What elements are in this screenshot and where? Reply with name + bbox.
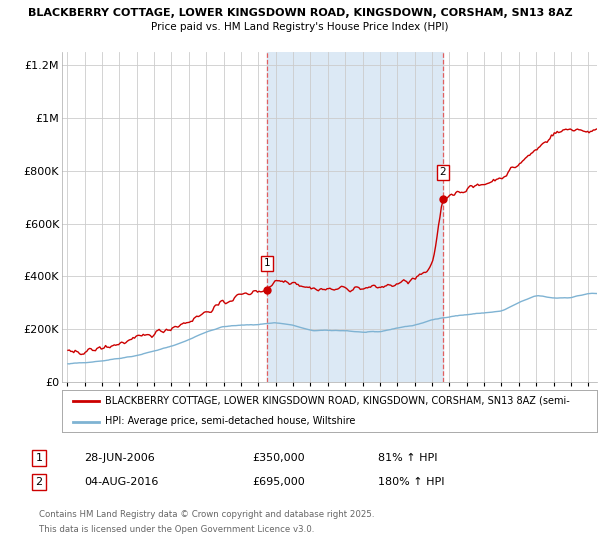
Bar xyxy=(267,52,443,382)
Text: HPI: Average price, semi-detached house, Wiltshire: HPI: Average price, semi-detached house,… xyxy=(105,417,355,427)
Text: 04-AUG-2016: 04-AUG-2016 xyxy=(84,477,158,487)
Text: 28-JUN-2006: 28-JUN-2006 xyxy=(84,453,155,463)
Text: 180% ↑ HPI: 180% ↑ HPI xyxy=(378,477,445,487)
Text: 2: 2 xyxy=(35,477,43,487)
Text: This data is licensed under the Open Government Licence v3.0.: This data is licensed under the Open Gov… xyxy=(39,525,314,534)
Text: 1: 1 xyxy=(35,453,43,463)
Text: 1: 1 xyxy=(263,258,270,268)
Text: 81% ↑ HPI: 81% ↑ HPI xyxy=(378,453,437,463)
Text: £695,000: £695,000 xyxy=(252,477,305,487)
Text: 2: 2 xyxy=(439,167,446,177)
Text: Contains HM Land Registry data © Crown copyright and database right 2025.: Contains HM Land Registry data © Crown c… xyxy=(39,510,374,519)
Text: BLACKBERRY COTTAGE, LOWER KINGSDOWN ROAD, KINGSDOWN, CORSHAM, SN13 8AZ (semi-: BLACKBERRY COTTAGE, LOWER KINGSDOWN ROAD… xyxy=(105,395,569,405)
Text: BLACKBERRY COTTAGE, LOWER KINGSDOWN ROAD, KINGSDOWN, CORSHAM, SN13 8AZ: BLACKBERRY COTTAGE, LOWER KINGSDOWN ROAD… xyxy=(28,8,572,18)
Text: £350,000: £350,000 xyxy=(252,453,305,463)
Text: Price paid vs. HM Land Registry's House Price Index (HPI): Price paid vs. HM Land Registry's House … xyxy=(151,22,449,32)
